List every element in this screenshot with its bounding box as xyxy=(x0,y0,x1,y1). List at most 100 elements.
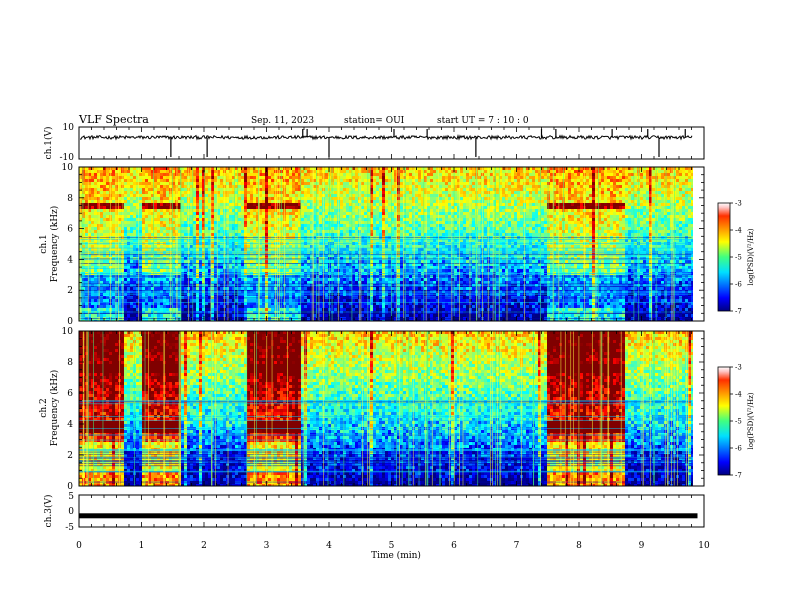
spectrogram-cell xyxy=(178,182,181,185)
spectrogram-cell xyxy=(205,203,208,206)
spectrogram-cell xyxy=(154,209,157,212)
spectrogram-cell xyxy=(139,167,142,170)
spectrogram-cell xyxy=(118,284,121,287)
spectrogram-cell xyxy=(238,173,241,176)
spectrogram-cell xyxy=(136,167,139,170)
spectrogram-cell xyxy=(304,200,307,203)
spectrogram-cell xyxy=(286,170,289,173)
spectrogram-cell xyxy=(250,215,253,218)
spectrogram-cell xyxy=(295,266,298,269)
spectrogram-cell xyxy=(259,224,262,227)
spectrogram-cell xyxy=(220,179,223,182)
spectrogram-cell xyxy=(199,203,202,206)
spectrogram-cell xyxy=(157,209,160,212)
spectrogram-cell xyxy=(304,212,307,215)
spectrogram-cell xyxy=(250,206,253,209)
spectrogram-cell xyxy=(349,260,352,263)
spectrogram-cell xyxy=(136,233,139,236)
spectrogram-cell xyxy=(286,182,289,185)
spectrogram-cell xyxy=(301,188,304,191)
spectrogram-cell xyxy=(241,227,244,230)
spectrogram-cell xyxy=(151,182,154,185)
spectrogram-cell xyxy=(256,314,259,317)
spectrogram-cell xyxy=(214,257,217,260)
spectrogram-cell xyxy=(130,263,133,266)
spectrogram-cell xyxy=(205,221,208,224)
spectrogram-cell xyxy=(268,278,271,281)
spectrogram-cell xyxy=(334,173,337,176)
spectrogram-cell xyxy=(106,221,109,224)
spectrogram-cell xyxy=(112,173,115,176)
spectrogram-cell xyxy=(130,296,133,299)
spectrogram-cell xyxy=(166,248,169,251)
spectrogram-cell xyxy=(115,215,118,218)
spectrogram-cell xyxy=(235,314,238,317)
spectrogram-cell xyxy=(220,239,223,242)
spectrogram-cell xyxy=(100,299,103,302)
spectrogram-cell xyxy=(151,311,154,314)
spectrogram-cell xyxy=(355,239,358,242)
spectrogram-cell xyxy=(142,260,145,263)
spectrogram-cell xyxy=(307,170,310,173)
spectrogram-cell xyxy=(148,218,151,221)
spectrogram-cell xyxy=(136,284,139,287)
spectrogram-cell xyxy=(106,245,109,248)
spectrogram-cell xyxy=(133,254,136,257)
spectrogram-cell xyxy=(331,296,334,299)
spectrogram-cell xyxy=(262,230,265,233)
spectrogram-cell xyxy=(127,194,130,197)
spectrogram-cell xyxy=(211,290,214,293)
spectrogram-cell xyxy=(229,287,232,290)
spectrogram-cell xyxy=(298,170,301,173)
spectrogram-cell xyxy=(271,221,274,224)
spectrogram-cell xyxy=(343,176,346,179)
spectrogram-cell xyxy=(313,287,316,290)
spectrogram-cell xyxy=(166,314,169,317)
spectrogram-cell xyxy=(100,245,103,248)
spectrogram-cell xyxy=(226,182,229,185)
spectrogram-cell xyxy=(193,263,196,266)
spectrogram-cell xyxy=(124,209,127,212)
spectrogram-cell xyxy=(142,299,145,302)
spectrogram-cell xyxy=(214,227,217,230)
spectrogram-cell xyxy=(193,248,196,251)
spectrogram-cell xyxy=(277,167,280,170)
spectrogram-cell xyxy=(241,287,244,290)
spectrogram-cell xyxy=(349,230,352,233)
spectrogram-cell xyxy=(346,209,349,212)
spectrogram-cell xyxy=(196,230,199,233)
spectrogram-cell xyxy=(130,290,133,293)
spectrogram-cell xyxy=(331,212,334,215)
spectrogram-cell xyxy=(253,215,256,218)
spectrogram-cell xyxy=(118,245,121,248)
spectrogram-cell xyxy=(298,296,301,299)
spectrogram-cell xyxy=(259,314,262,317)
spectrogram-cell xyxy=(325,224,328,227)
spectrogram-cell xyxy=(97,185,100,188)
spectrogram-cell xyxy=(349,269,352,272)
spectrogram-cell xyxy=(301,182,304,185)
spectrogram-cell xyxy=(298,254,301,257)
spectrogram-cell xyxy=(157,203,160,206)
spectrogram-cell xyxy=(349,245,352,248)
spectrogram-cell xyxy=(181,269,184,272)
spectrogram-cell xyxy=(175,194,178,197)
spectrogram-cell xyxy=(268,200,271,203)
spectrogram-cell xyxy=(175,287,178,290)
spectrogram-cell xyxy=(139,299,142,302)
spectrogram-cell xyxy=(172,185,175,188)
spectrogram-cell xyxy=(91,224,94,227)
spectrogram-cell xyxy=(142,278,145,281)
spectrogram-cell xyxy=(142,302,145,305)
spectrogram-cell xyxy=(118,287,121,290)
spectrogram-cell xyxy=(196,212,199,215)
spectrogram-cell xyxy=(121,263,124,266)
spectrogram-cell xyxy=(268,275,271,278)
spectrogram-cell xyxy=(217,278,220,281)
spectrogram-cell xyxy=(277,311,280,314)
spectrogram-cell xyxy=(352,188,355,191)
spectrogram-cell xyxy=(307,209,310,212)
spectrogram-cell xyxy=(265,215,268,218)
spectrogram-cell xyxy=(166,284,169,287)
spectrogram-cell xyxy=(139,188,142,191)
